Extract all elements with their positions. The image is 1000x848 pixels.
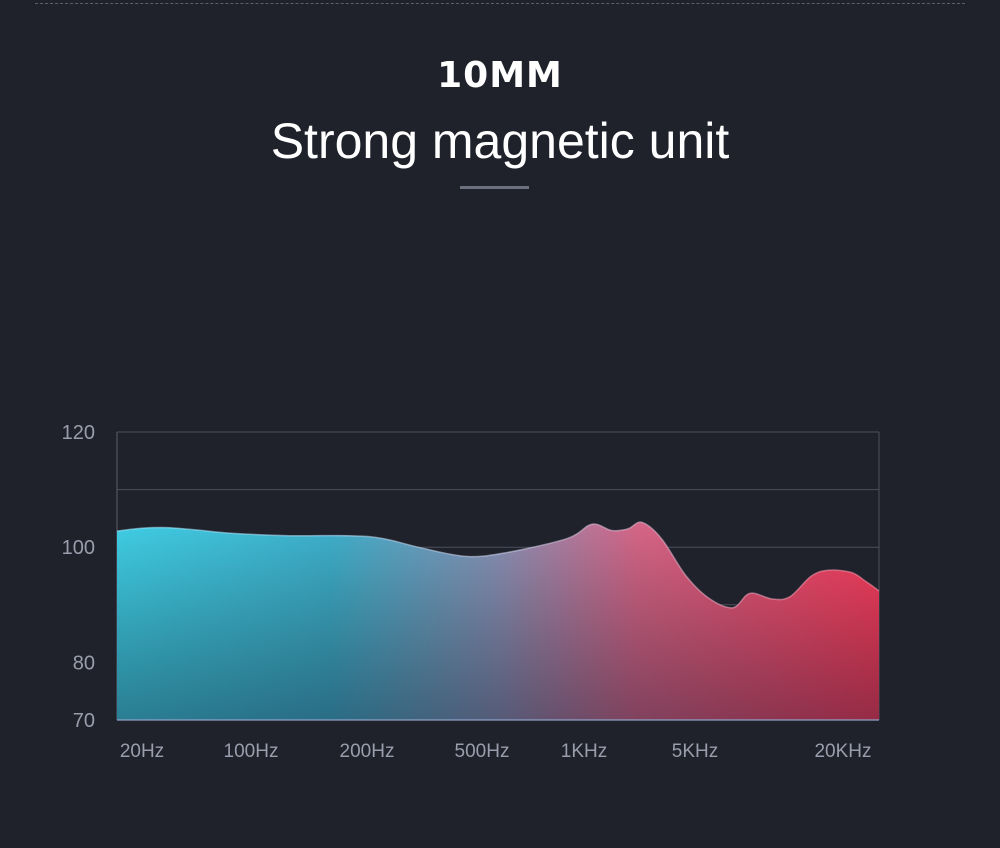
x-tick-label: 500Hz xyxy=(455,741,510,762)
title-divider xyxy=(460,186,529,189)
x-tick-label: 5KHz xyxy=(672,741,718,762)
x-tick-label: 100Hz xyxy=(224,741,279,762)
x-tick-label: 20KHz xyxy=(814,741,871,762)
y-tick-label: 100 xyxy=(62,537,95,559)
page-title: Strong magnetic unit xyxy=(270,113,730,169)
y-tick-label: 70 xyxy=(73,710,95,732)
x-tick-label: 1KHz xyxy=(561,741,607,762)
y-tick-label: 120 xyxy=(62,422,95,444)
y-tick-label: 80 xyxy=(73,652,95,674)
x-tick-label: 20Hz xyxy=(120,741,164,762)
x-tick-label: 200Hz xyxy=(340,741,395,762)
frequency-response-line xyxy=(116,521,880,609)
page-subtitle: 10MM xyxy=(437,55,563,96)
area-depth-shade xyxy=(117,522,879,720)
top-dashed-border xyxy=(35,3,965,4)
